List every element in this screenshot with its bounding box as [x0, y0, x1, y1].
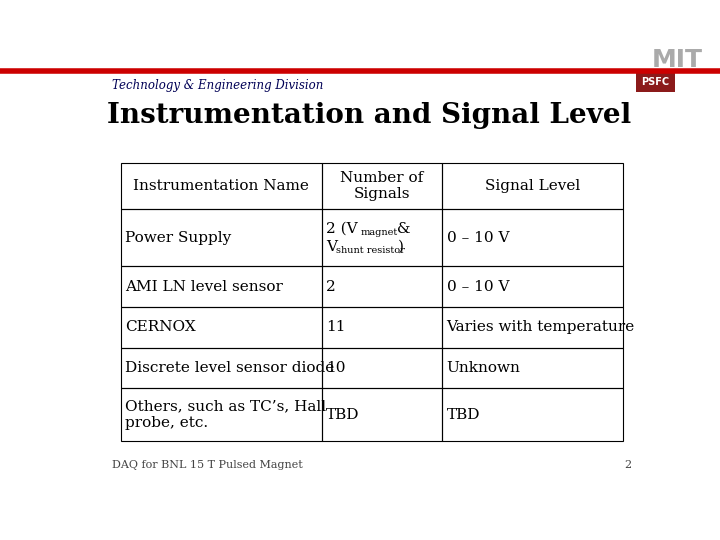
Text: 2: 2	[624, 460, 631, 470]
Bar	[322, 307, 442, 348]
Bar	[442, 163, 623, 210]
Bar	[442, 266, 623, 307]
Text: TBD: TBD	[326, 408, 359, 422]
Text: 10: 10	[326, 361, 346, 375]
Bar	[636, 72, 675, 92]
Bar	[121, 163, 322, 210]
Bar	[442, 210, 623, 266]
Bar	[322, 266, 442, 307]
Text: Instrumentation and Signal Level: Instrumentation and Signal Level	[107, 102, 631, 129]
Text: 2 (V: 2 (V	[326, 222, 358, 236]
Bar	[322, 163, 442, 210]
Bar	[121, 266, 322, 307]
Text: Varies with temperature: Varies with temperature	[446, 320, 635, 334]
Text: Unknown: Unknown	[446, 361, 521, 375]
Bar	[442, 307, 623, 348]
Text: Discrete level sensor diode: Discrete level sensor diode	[125, 361, 334, 375]
Text: PSFC: PSFC	[641, 77, 670, 87]
Bar	[322, 388, 442, 441]
Text: DAQ for BNL 15 T Pulsed Magnet: DAQ for BNL 15 T Pulsed Magnet	[112, 460, 303, 470]
Bar	[322, 348, 442, 388]
Text: Technology & Engineering Division: Technology & Engineering Division	[112, 79, 324, 92]
Text: Number of
Signals: Number of Signals	[341, 171, 423, 201]
Text: TBD: TBD	[446, 408, 480, 422]
Text: Signal Level: Signal Level	[485, 179, 580, 193]
Text: 2: 2	[326, 280, 336, 294]
Text: magnet: magnet	[361, 228, 398, 237]
Text: 0 – 10 V: 0 – 10 V	[446, 231, 509, 245]
Bar	[442, 388, 623, 441]
Bar	[121, 348, 322, 388]
Text: CERNOX: CERNOX	[125, 320, 196, 334]
Text: AMI LN level sensor: AMI LN level sensor	[125, 280, 283, 294]
Bar	[442, 348, 623, 388]
Text: shunt resistor: shunt resistor	[336, 246, 405, 255]
Text: Power Supply: Power Supply	[125, 231, 231, 245]
Text: Instrumentation Name: Instrumentation Name	[133, 179, 309, 193]
Bar	[121, 307, 322, 348]
Text: Others, such as TC’s, Hall
probe, etc.: Others, such as TC’s, Hall probe, etc.	[125, 400, 326, 430]
Bar	[121, 210, 322, 266]
Bar	[121, 388, 322, 441]
Text: 0 – 10 V: 0 – 10 V	[446, 280, 509, 294]
Text: V: V	[326, 240, 337, 253]
Text: &: &	[392, 222, 410, 236]
Text: MIT: MIT	[652, 49, 703, 72]
Bar	[322, 210, 442, 266]
Text: 11: 11	[326, 320, 346, 334]
Text: ): )	[397, 240, 403, 253]
